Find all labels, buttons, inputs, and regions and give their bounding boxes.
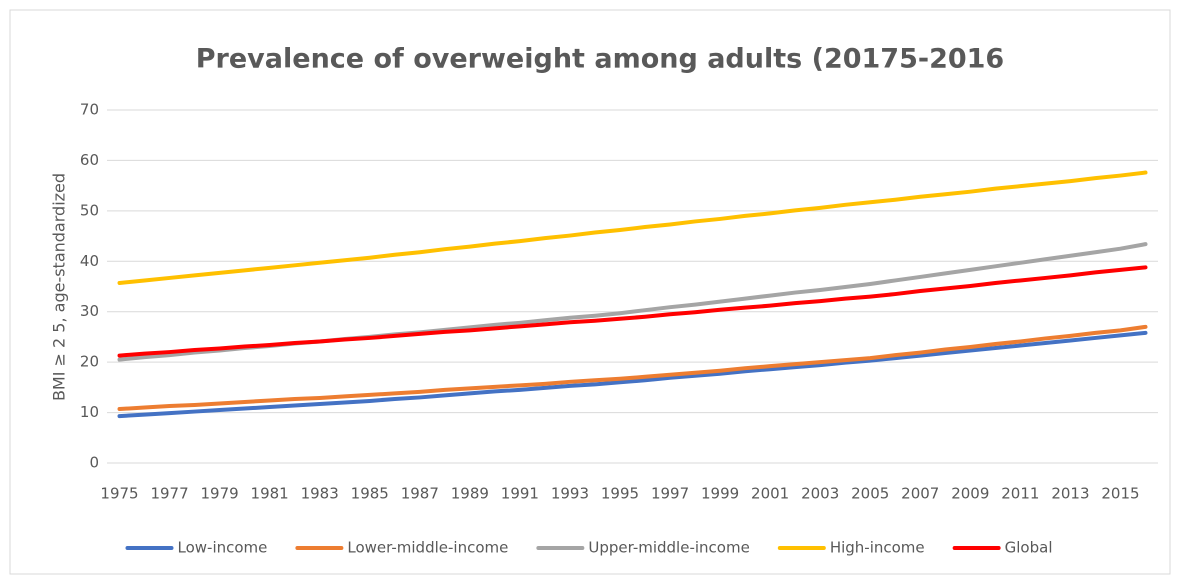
legend-label: Low-income (178, 539, 268, 557)
x-tick-label: 1999 (701, 485, 739, 503)
y-tick-label: 10 (80, 403, 99, 421)
legend-label: Lower-middle-income (347, 539, 508, 557)
x-tick-label: 1985 (351, 485, 389, 503)
chart-title: Prevalence of overweight among adults (2… (196, 44, 1004, 75)
x-tick-label: 2011 (1001, 485, 1039, 503)
y-axis-title: BMI ≥ 2 5, age-standardized (50, 173, 69, 401)
series-line (117, 324, 1148, 412)
chart-border (9, 9, 1171, 575)
x-tick-label: 1995 (601, 485, 639, 503)
x-tick-label: 1981 (251, 485, 289, 503)
x-tick-label: 1993 (551, 485, 589, 503)
y-tick-label: 40 (80, 252, 99, 270)
x-tick-label: 1979 (201, 485, 239, 503)
y-tick-label: 60 (80, 151, 99, 169)
x-tick-label: 1991 (501, 485, 539, 503)
y-tick-label: 70 (80, 101, 99, 119)
x-tick-label: 2005 (851, 485, 889, 503)
x-tick-label: 1975 (100, 485, 138, 503)
series-line (117, 170, 1148, 285)
x-tick-label: 1987 (401, 485, 439, 503)
x-tick-label: 1977 (150, 485, 188, 503)
y-tick-label: 30 (80, 302, 99, 320)
x-tick-label: 2009 (951, 485, 989, 503)
y-tick-label: 50 (80, 201, 99, 219)
y-tick-label: 0 (89, 454, 99, 472)
x-tick-label: 2015 (1101, 485, 1139, 503)
x-tick-label: 1989 (451, 485, 489, 503)
x-tick-label: 2001 (751, 485, 789, 503)
x-tick-label: 1983 (301, 485, 339, 503)
x-tick-label: 2013 (1051, 485, 1089, 503)
y-tick-label: 20 (80, 353, 99, 371)
legend-label: High-income (830, 539, 925, 557)
legend-label: Global (1005, 539, 1053, 557)
legend-label: Upper-middle-income (588, 539, 749, 557)
x-tick-label: 2007 (901, 485, 939, 503)
x-tick-label: 2003 (801, 485, 839, 503)
x-tick-label: 1997 (651, 485, 689, 503)
series-line (117, 265, 1148, 358)
series-line (117, 330, 1148, 419)
